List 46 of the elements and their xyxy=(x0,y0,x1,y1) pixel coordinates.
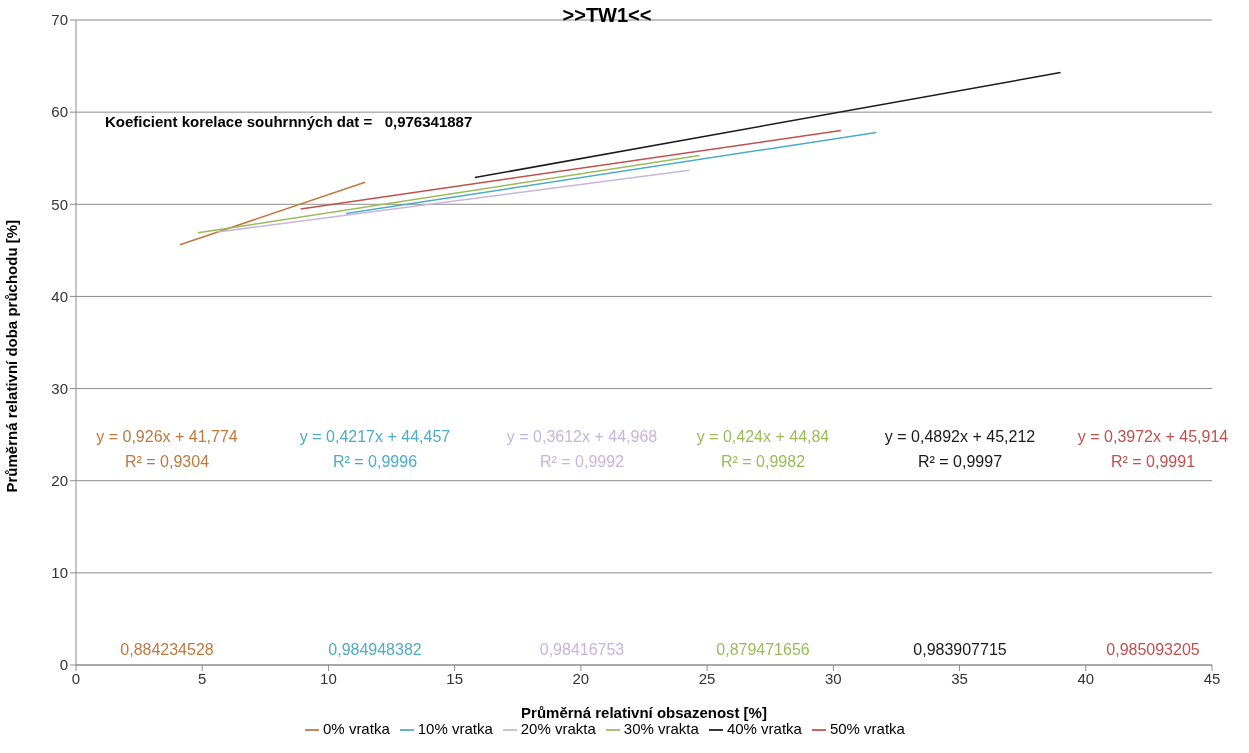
annotation: 0,983907715 xyxy=(912,641,1008,659)
x-tick-label: 15 xyxy=(446,669,464,687)
y-tick-label: 70 xyxy=(51,11,68,29)
y-tick-label: 20 xyxy=(51,472,68,490)
annotation: 0,98416753 xyxy=(538,641,626,659)
annotation: y = 0,4892x + 45,212 xyxy=(883,428,1037,446)
y-tick-label: 0 xyxy=(59,656,68,674)
y-tick-label: 30 xyxy=(51,379,68,397)
x-tick-label: 45 xyxy=(1203,669,1221,687)
annotation: R² = 0,9992 xyxy=(538,453,626,471)
annotation: 0,984948382 xyxy=(327,641,423,659)
legend-label: 10% vratka xyxy=(417,720,493,737)
y-tick-label: 60 xyxy=(51,103,68,121)
legend-label: 40% vratka xyxy=(726,720,802,737)
annotation: y = 0,3612x + 44,968 xyxy=(505,428,659,446)
y-tick-label: 50 xyxy=(51,195,68,213)
x-axis-title: Průměrná relativní obsazenost [%] xyxy=(521,704,767,721)
annotation: R² = 0,9997 xyxy=(916,453,1004,471)
x-tick-label: 35 xyxy=(951,669,968,687)
annotation: y = 0,4217x + 44,457 xyxy=(298,428,452,446)
y-tick-label: 10 xyxy=(51,564,68,582)
annotation: Koeficient korelace souhrnných dat = 0,976341887 xyxy=(105,113,473,130)
legend-label: 50% vratka xyxy=(829,720,905,737)
annotation: 0,879471656 xyxy=(715,641,811,659)
x-tick-label: 25 xyxy=(698,669,716,687)
annotation: y = 0,424x + 44,84 xyxy=(696,428,830,445)
x-tick-label: 10 xyxy=(320,669,337,687)
annotation: R² = 0,9996 xyxy=(331,453,419,471)
legend-label: 0% vratka xyxy=(323,720,390,737)
annotation: y = 0,3972x + 45,914 xyxy=(1076,428,1230,446)
x-tick-label: 30 xyxy=(824,669,842,687)
chart-title: >>TW1<< xyxy=(562,4,652,26)
y-tick-label: 40 xyxy=(51,287,68,305)
legend-label: 20% vrakta xyxy=(520,720,596,737)
x-tick-label: 5 xyxy=(198,669,207,687)
x-tick-label: 0 xyxy=(71,669,81,687)
annotation: R² = 0,9304 xyxy=(123,453,211,471)
annotation: R² = 0,9991 xyxy=(1109,453,1197,471)
x-tick-label: 40 xyxy=(1077,669,1095,687)
x-tick-label: 20 xyxy=(572,669,590,687)
annotation: 0,884234528 xyxy=(120,641,214,658)
annotation: R² = 0,9982 xyxy=(719,453,807,471)
annotation: 0,985093205 xyxy=(1105,641,1201,659)
y-axis-title: Průměrná relativní doba průchodu [%] xyxy=(3,219,21,493)
annotation: y = 0,926x + 41,774 xyxy=(95,428,239,446)
legend-label: 30% vrakta xyxy=(623,720,699,737)
